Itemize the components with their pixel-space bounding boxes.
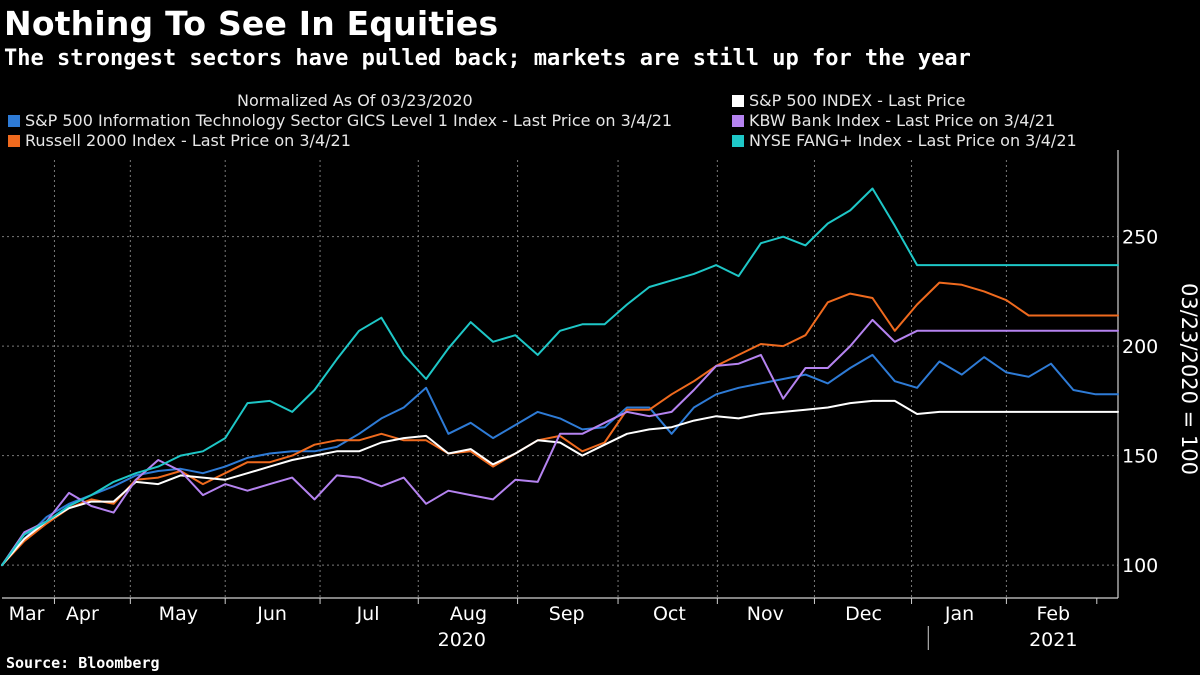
x-tick-label-may: May (159, 603, 198, 625)
legend-item-sp500: S&P 500 INDEX - Last Price (732, 91, 965, 110)
x-tick-label-nov: Nov (747, 603, 784, 625)
y-tick-label: 150 (1122, 446, 1158, 468)
legend-label: KBW Bank Index - Last Price on 3/4/21 (749, 111, 1056, 130)
axes (2, 150, 1119, 650)
legend-label: Russell 2000 Index - Last Price on 3/4/2… (25, 131, 351, 150)
y-tick-label: 100 (1122, 555, 1158, 577)
legend-swatch (732, 114, 744, 127)
source-note: Source: Bloomberg (6, 654, 160, 672)
series-line-0 (1, 353, 1119, 567)
y-tick-label: 250 (1122, 227, 1158, 249)
legend-swatch (8, 134, 20, 147)
x-tick-label-mar: Mar (9, 603, 45, 625)
x-tick-label-jul: Jul (356, 603, 380, 625)
legend-heading: Normalized As Of 03/23/2020 (237, 91, 473, 110)
year-label-2020: 2020 (438, 629, 486, 651)
series-line-3 (1, 318, 1119, 567)
x-tick-label-sep: Sep (549, 603, 585, 625)
legend-swatch (8, 114, 20, 127)
legend-item-kbw-bank: KBW Bank Index - Last Price on 3/4/21 (732, 111, 1055, 130)
x-tick-label-jun: Jun (256, 603, 287, 625)
legend-swatch (732, 94, 744, 107)
legend-item-russell-2000: Russell 2000 Index - Last Price on 3/4/2… (8, 131, 351, 150)
series-line-2 (1, 399, 1119, 567)
y-tick-label: 200 (1122, 336, 1158, 358)
legend-label: S&P 500 INDEX - Last Price (749, 91, 966, 110)
x-tick-label-dec: Dec (845, 603, 882, 625)
x-tick-label-oct: Oct (653, 603, 686, 625)
y-axis-title: 03/23/2020 = 100 (1177, 283, 1200, 475)
legend-item-nyse-fang: NYSE FANG+ Index - Last Price on 3/4/21 (732, 131, 1077, 150)
series-lines (1, 187, 1119, 567)
chart-title: Nothing To See In Equities (4, 4, 499, 43)
year-label-2021: 2021 (1029, 629, 1077, 651)
x-tick-label-aug: Aug (450, 603, 487, 625)
series-line-1 (1, 281, 1119, 567)
gridlines (2, 160, 1118, 598)
legend-swatch (732, 134, 744, 147)
axis-labels: 100 150 200 250 Mar Apr May Jun Jul Aug Sep Oct Nov D… (9, 227, 1200, 651)
legend-item-it-sector: S&P 500 Information Technology Sector GI… (8, 111, 672, 130)
x-tick-label-apr: Apr (66, 603, 99, 625)
x-tick-label-jan: Jan (944, 603, 974, 625)
chart-subtitle: The strongest sectors have pulled back; … (4, 46, 971, 71)
series-line-4 (1, 187, 1119, 567)
x-tick-label-feb: Feb (1036, 603, 1070, 625)
legend-label: NYSE FANG+ Index - Last Price on 3/4/21 (749, 131, 1077, 150)
legend-label: S&P 500 Information Technology Sector GI… (25, 111, 673, 130)
